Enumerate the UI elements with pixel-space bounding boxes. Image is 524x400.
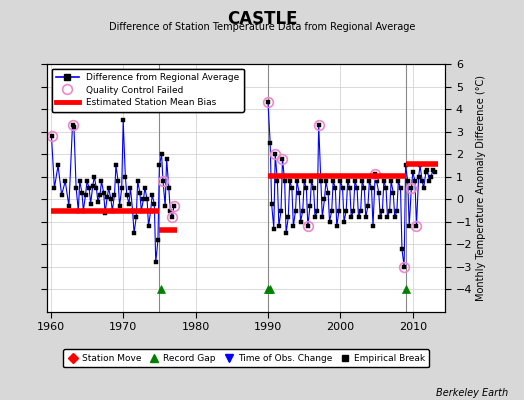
Legend: Difference from Regional Average, Quality Control Failed, Estimated Station Mean: Difference from Regional Average, Qualit… <box>52 68 244 112</box>
Text: CASTLE: CASTLE <box>227 10 297 28</box>
Legend: Station Move, Record Gap, Time of Obs. Change, Empirical Break: Station Move, Record Gap, Time of Obs. C… <box>63 350 429 368</box>
Text: Berkeley Earth: Berkeley Earth <box>436 388 508 398</box>
Y-axis label: Monthly Temperature Anomaly Difference (°C): Monthly Temperature Anomaly Difference (… <box>476 75 486 301</box>
Text: Difference of Station Temperature Data from Regional Average: Difference of Station Temperature Data f… <box>109 22 415 32</box>
